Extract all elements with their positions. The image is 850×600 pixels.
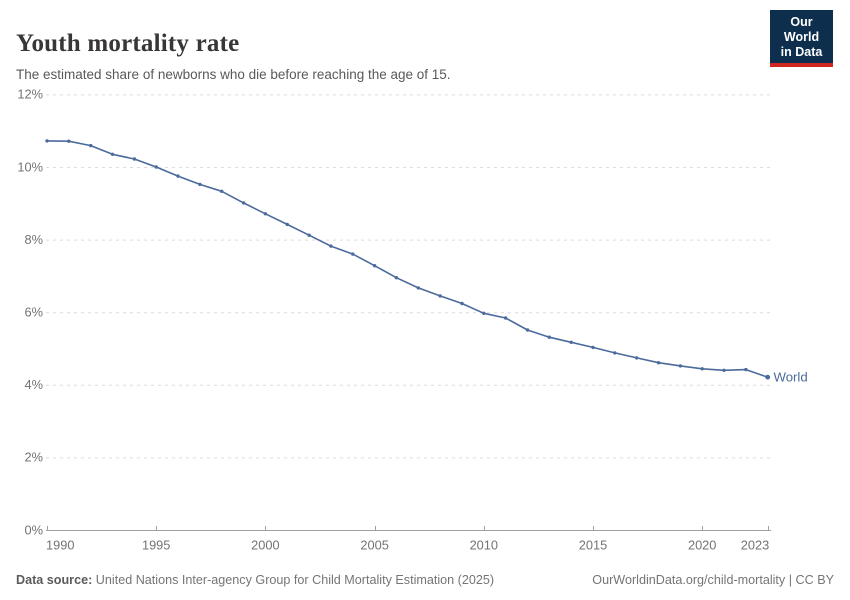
x-axis-label-2010: 2010 (470, 538, 498, 553)
y-axis-label-2: 2% (25, 450, 44, 465)
owid-logo[interactable]: Our World in Data (770, 10, 833, 68)
footer-citation-link[interactable]: OurWorldinData.org/child-mortality | CC … (592, 573, 834, 587)
x-axis-label-2005: 2005 (360, 538, 388, 553)
data-point-2011[interactable] (503, 316, 508, 320)
data-point-1999[interactable] (241, 201, 246, 205)
data-point-2003[interactable] (329, 244, 333, 248)
data-point-2018[interactable] (656, 361, 661, 365)
x-axis-label-2023: 2023 (741, 538, 769, 553)
data-point-2013[interactable] (547, 335, 551, 339)
chart-footer: Data source: United Nations Inter-agency… (16, 573, 834, 587)
data-point-2023[interactable] (765, 374, 771, 380)
y-axis-label-8: 8% (25, 232, 44, 247)
data-point-2017[interactable] (635, 356, 639, 360)
data-point-2015[interactable] (591, 345, 595, 350)
data-point-2014[interactable] (569, 340, 573, 344)
series-line-world[interactable] (46, 140, 769, 378)
chart-subtitle: The estimated share of newborns who die … (16, 66, 451, 82)
data-point-2012[interactable] (525, 328, 530, 332)
x-axis-label-2020: 2020 (688, 538, 716, 553)
x-axis-label-2000: 2000 (251, 538, 279, 553)
data-point-2006[interactable] (394, 276, 399, 280)
x-axis-label-2015: 2015 (579, 538, 607, 553)
data-point-2007[interactable] (416, 286, 420, 290)
chart-title: Youth mortality rate (16, 29, 240, 57)
data-point-1991[interactable] (67, 139, 71, 143)
datasource-label: Data source: (16, 573, 93, 587)
data-point-2021[interactable] (722, 368, 726, 372)
data-point-2022[interactable] (744, 367, 748, 372)
data-point-1996[interactable] (176, 174, 180, 178)
data-point-1994[interactable] (132, 157, 137, 161)
y-axis-label-10: 10% (17, 159, 43, 174)
data-point-2002[interactable] (307, 233, 311, 237)
x-axis-label-1990: 1990 (46, 538, 74, 553)
data-point-1990[interactable] (45, 139, 49, 143)
data-point-1995[interactable] (154, 165, 158, 169)
series-label-world[interactable]: World (774, 369, 808, 384)
owid-logo-line1: Our World (783, 15, 820, 44)
y-axis-label-4: 4% (25, 377, 44, 392)
data-point-2005[interactable] (372, 264, 377, 268)
data-point-2001[interactable] (285, 222, 289, 227)
data-point-2000[interactable] (263, 212, 268, 216)
data-point-1997[interactable] (198, 182, 202, 187)
x-axis-label-1995: 1995 (142, 538, 170, 553)
data-point-2010[interactable] (482, 311, 486, 315)
data-point-2008[interactable] (438, 294, 442, 298)
y-axis-label-0: 0% (25, 522, 44, 537)
footer-datasource: Data source: United Nations Inter-agency… (16, 573, 494, 587)
data-point-2004[interactable] (351, 252, 355, 256)
data-point-2009[interactable] (460, 301, 464, 306)
data-point-2019[interactable] (678, 364, 683, 368)
owid-logo-line2: in Data (780, 44, 823, 59)
data-point-1993[interactable] (110, 152, 115, 156)
data-point-1998[interactable] (220, 189, 224, 193)
data-point-1992[interactable] (89, 143, 93, 148)
data-point-2020[interactable] (700, 367, 704, 371)
datasource-text: United Nations Inter-agency Group for Ch… (95, 573, 495, 587)
data-point-2016[interactable] (613, 351, 617, 355)
y-axis-label-12: 12% (17, 87, 43, 102)
y-axis-label-6: 6% (25, 305, 44, 320)
